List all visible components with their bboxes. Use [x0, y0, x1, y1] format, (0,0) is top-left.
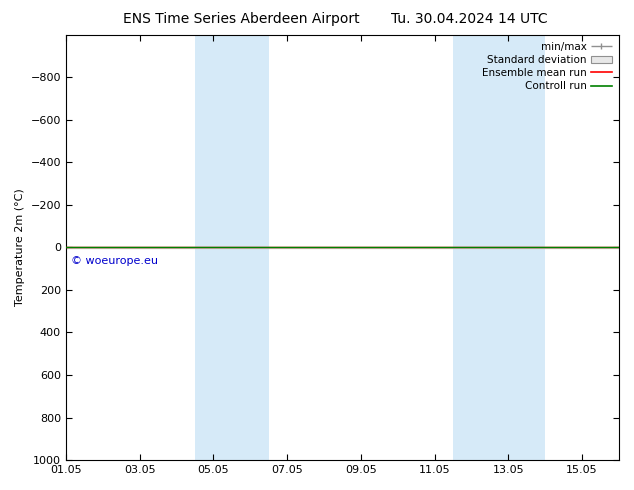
Legend: min/max, Standard deviation, Ensemble mean run, Controll run: min/max, Standard deviation, Ensemble me… — [480, 40, 614, 94]
Text: ENS Time Series Aberdeen Airport: ENS Time Series Aberdeen Airport — [122, 12, 359, 26]
Text: © woeurope.eu: © woeurope.eu — [72, 256, 158, 266]
Text: Tu. 30.04.2024 14 UTC: Tu. 30.04.2024 14 UTC — [391, 12, 548, 26]
Bar — [453, 35, 545, 460]
Y-axis label: Temperature 2m (°C): Temperature 2m (°C) — [15, 189, 25, 306]
Bar — [195, 35, 269, 460]
